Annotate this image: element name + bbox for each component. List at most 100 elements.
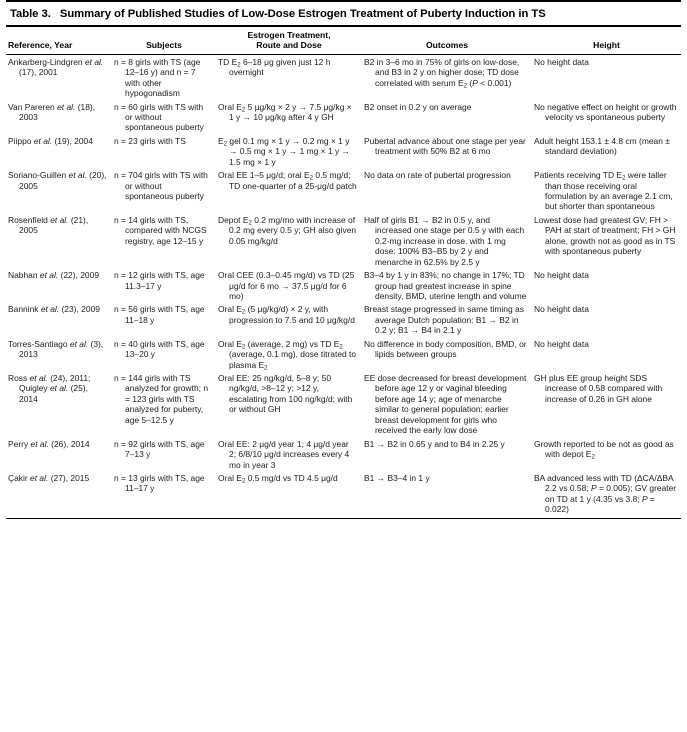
cell-text-reference: Ankarberg-Lindgren et al. (17), 2001 bbox=[8, 56, 104, 78]
cell-subjects: n = 704 girls with TS with or without sp… bbox=[112, 169, 216, 214]
cell-height: No height data bbox=[532, 269, 681, 303]
cell-subjects: n = 40 girls with TS, age 13–20 y bbox=[112, 337, 216, 371]
cell-text-treatment: Oral E2 5 μg/kg × 2 y → 7.5 μg/kg × 1 y … bbox=[218, 101, 352, 122]
cell-outcomes: Half of girls B1 → B2 in 0.5 y, and incr… bbox=[362, 213, 532, 268]
cell-text-subjects: n = 8 girls with TS (age 12–16 y) and n … bbox=[114, 56, 201, 99]
cell-reference: Nabhan et al. (22), 2009 bbox=[6, 269, 112, 303]
cell-text-treatment: Oral E2 (5 μg/kg/d) × 2 y, with progress… bbox=[218, 304, 355, 325]
cell-text-height: No negative effect on height or growth v… bbox=[534, 101, 677, 122]
cell-height: Growth reported to be not as good as wit… bbox=[532, 437, 681, 471]
cell-treatment: TD E2 6–18 μg given just 12 h overnight bbox=[216, 55, 362, 100]
cell-reference: Ross et al. (24), 2011; Quigley et al. (… bbox=[6, 372, 112, 438]
cell-height: No negative effect on height or growth v… bbox=[532, 100, 681, 134]
cell-treatment: Oral E2 (average, 2 mg) vs TD E2 (averag… bbox=[216, 337, 362, 371]
cell-reference: Rosenfield et al. (21), 2005 bbox=[6, 213, 112, 268]
cell-reference: Çakir et al. (27), 2015 bbox=[6, 471, 112, 516]
caption-bottom-rule bbox=[6, 25, 681, 27]
cell-height: Adult height 153.1 ± 4.8 cm (mean ± stan… bbox=[532, 134, 681, 168]
table-head: Reference, Year Subjects Estrogen Treatm… bbox=[6, 27, 681, 55]
cell-text-outcomes: Half of girls B1 → B2 in 0.5 y, and incr… bbox=[364, 214, 525, 267]
cell-text-subjects: n = 12 girls with TS, age 11.3–17 y bbox=[114, 270, 205, 291]
cell-reference: Piippo et al. (19), 2004 bbox=[6, 134, 112, 168]
cell-treatment: E2 gel 0.1 mg × 1 y → 0.2 mg × 1 y → 0.5… bbox=[216, 134, 362, 168]
cell-outcomes: Breast stage progressed in same timing a… bbox=[362, 303, 532, 337]
cell-text-height: Lowest dose had greatest GV; FH > PAH at… bbox=[534, 214, 676, 257]
cell-outcomes: B2 in 3–6 mo in 75% of girls on low-dose… bbox=[362, 55, 532, 100]
cell-height: GH plus EE group height SDS increase of … bbox=[532, 372, 681, 438]
table-row: Torres-Santiago et al. (3), 2013 n = 40 g… bbox=[6, 337, 681, 371]
cell-treatment: Oral E2 0.5 mg/d vs TD 4.5 μg/d bbox=[216, 471, 362, 516]
cell-text-outcomes: B2 in 3–6 mo in 75% of girls on low-dose… bbox=[364, 56, 520, 90]
cell-text-subjects: n = 60 girls with TS with or without spo… bbox=[114, 101, 204, 133]
cell-reference: Perry et al. (26), 2014 bbox=[6, 437, 112, 471]
cell-subjects: n = 60 girls with TS with or without spo… bbox=[112, 100, 216, 134]
cell-height: No height data bbox=[532, 55, 681, 100]
cell-text-outcomes: B1 → B3–4 in 1 y bbox=[364, 472, 430, 483]
cell-text-height: GH plus EE group height SDS increase of … bbox=[534, 373, 663, 404]
cell-subjects: n = 14 girls with TS, compared with NCGS… bbox=[112, 213, 216, 268]
column-header-treatment: Estrogen Treatment, Route and Dose bbox=[216, 27, 362, 55]
table-row: Piippo et al. (19), 2004 n = 23 girls wit… bbox=[6, 134, 681, 168]
cell-reference: Soriano-Guillen et al. (20), 2005 bbox=[6, 169, 112, 214]
cell-outcomes: No data on rate of pubertal progression bbox=[362, 169, 532, 214]
table-caption-number: Table 3. bbox=[10, 8, 51, 20]
cell-text-height: No height data bbox=[534, 56, 589, 67]
cell-treatment: Oral E2 5 μg/kg × 2 y → 7.5 μg/kg × 1 y … bbox=[216, 100, 362, 134]
header-row: Reference, Year Subjects Estrogen Treatm… bbox=[6, 27, 681, 55]
column-header-reference: Reference, Year bbox=[8, 39, 73, 50]
cell-outcomes: B1 → B2 in 0.65 y and to B4 in 2.25 y bbox=[362, 437, 532, 471]
cell-height: BA advanced less with TD (ΔCA/ΔBA 2.2 vs… bbox=[532, 471, 681, 516]
cell-height: Patients receiving TD E2 were taller tha… bbox=[532, 169, 681, 214]
cell-text-treatment: Depot E2 0.2 mg/mo with increase of 0.2 … bbox=[218, 214, 357, 246]
cell-text-outcomes: No difference in body composition, BMD, … bbox=[364, 338, 527, 360]
table-row: Perry et al. (26), 2014 n = 92 girls with… bbox=[6, 437, 681, 471]
cell-text-height: No height data bbox=[534, 304, 589, 315]
cell-text-height: No height data bbox=[534, 270, 589, 281]
table-row: Rosenfield et al. (21), 2005 n = 14 girls… bbox=[6, 213, 681, 268]
cell-text-reference: Perry et al. (26), 2014 bbox=[8, 438, 90, 449]
column-header-height: Height bbox=[593, 39, 620, 50]
cell-text-subjects: n = 92 girls with TS, age 7–13 y bbox=[114, 438, 205, 460]
cell-treatment: Oral CEE (0.3–0.45 mg/d) vs TD (25 μg/d … bbox=[216, 269, 362, 303]
cell-subjects: n = 8 girls with TS (age 12–16 y) and n … bbox=[112, 55, 216, 100]
cell-outcomes: B1 → B3–4 in 1 y bbox=[362, 471, 532, 516]
cell-text-reference: Rosenfield et al. (21), 2005 bbox=[8, 214, 89, 236]
cell-height: Lowest dose had greatest GV; FH > PAH at… bbox=[532, 213, 681, 268]
column-header-subjects: Subjects bbox=[146, 39, 182, 50]
table-row: Soriano-Guillen et al. (20), 2005 n = 704… bbox=[6, 169, 681, 214]
cell-reference: Van Pareren et al. (18), 2003 bbox=[6, 100, 112, 134]
table-row: Çakir et al. (27), 2015 n = 13 girls with… bbox=[6, 471, 681, 516]
column-header-treatment-line1: Estrogen Treatment, bbox=[247, 30, 331, 40]
table-caption-title: Summary of Published Studies of Low-Dose… bbox=[59, 8, 546, 20]
cell-text-treatment: Oral EE 1–5 μg/d; oral E2 0.5 mg/d; TD o… bbox=[218, 170, 357, 191]
cell-text-subjects: n = 144 girls with TS analyzed for growt… bbox=[114, 373, 209, 425]
cell-text-subjects: n = 14 girls with TS, compared with NCGS… bbox=[114, 214, 207, 246]
cell-subjects: n = 12 girls with TS, age 11.3–17 y bbox=[112, 269, 216, 303]
column-header-outcomes: Outcomes bbox=[425, 39, 469, 50]
cell-text-treatment: Oral EE: 2 μg/d year 1; 4 μg/d year 2; 6… bbox=[218, 438, 350, 470]
cell-outcomes: B2 onset in 0.2 y on average bbox=[362, 100, 532, 134]
table-body: Ankarberg-Lindgren et al. (17), 2001 n = … bbox=[6, 55, 681, 516]
cell-outcomes: EE dose decreased for breast development… bbox=[362, 372, 532, 438]
cell-text-reference: Çakir et al. (27), 2015 bbox=[8, 472, 90, 483]
cell-text-treatment: TD E2 6–18 μg given just 12 h overnight bbox=[218, 56, 331, 78]
cell-text-height: Growth reported to be not as good as wit… bbox=[534, 438, 674, 461]
cell-text-outcomes: B3–4 by 1 y in 83%; no change in 17%; TD… bbox=[364, 270, 527, 301]
table-row: Ross et al. (24), 2011; Quigley et al. (… bbox=[6, 372, 681, 438]
cell-subjects: n = 144 girls with TS analyzed for growt… bbox=[112, 372, 216, 438]
cell-text-treatment: Oral E2 (average, 2 mg) vs TD E2 (averag… bbox=[218, 338, 357, 372]
cell-text-treatment: Oral CEE (0.3–0.45 mg/d) vs TD (25 μg/d … bbox=[218, 270, 355, 301]
cell-outcomes: Pubertal advance about one stage per yea… bbox=[362, 134, 532, 168]
cell-text-reference: Van Pareren et al. (18), 2003 bbox=[8, 101, 96, 122]
cell-subjects: n = 92 girls with TS, age 7–13 y bbox=[112, 437, 216, 471]
studies-table: Reference, Year Subjects Estrogen Treatm… bbox=[6, 27, 681, 516]
cell-treatment: Depot E2 0.2 mg/mo with increase of 0.2 … bbox=[216, 213, 362, 268]
cell-text-subjects: n = 13 girls with TS, age 11–17 y bbox=[114, 472, 205, 494]
cell-text-reference: Torres-Santiago et al. (3), 2013 bbox=[8, 338, 104, 360]
cell-text-outcomes: B2 onset in 0.2 y on average bbox=[364, 101, 472, 112]
cell-text-subjects: n = 56 girls with TS, age 11–18 y bbox=[114, 304, 205, 325]
table-top-rule bbox=[6, 0, 681, 2]
column-header-treatment-line2: Route and Dose bbox=[256, 39, 322, 50]
cell-text-reference: Soriano-Guillen et al. (20), 2005 bbox=[8, 170, 107, 191]
cell-text-subjects: n = 40 girls with TS, age 13–20 y bbox=[114, 338, 205, 360]
